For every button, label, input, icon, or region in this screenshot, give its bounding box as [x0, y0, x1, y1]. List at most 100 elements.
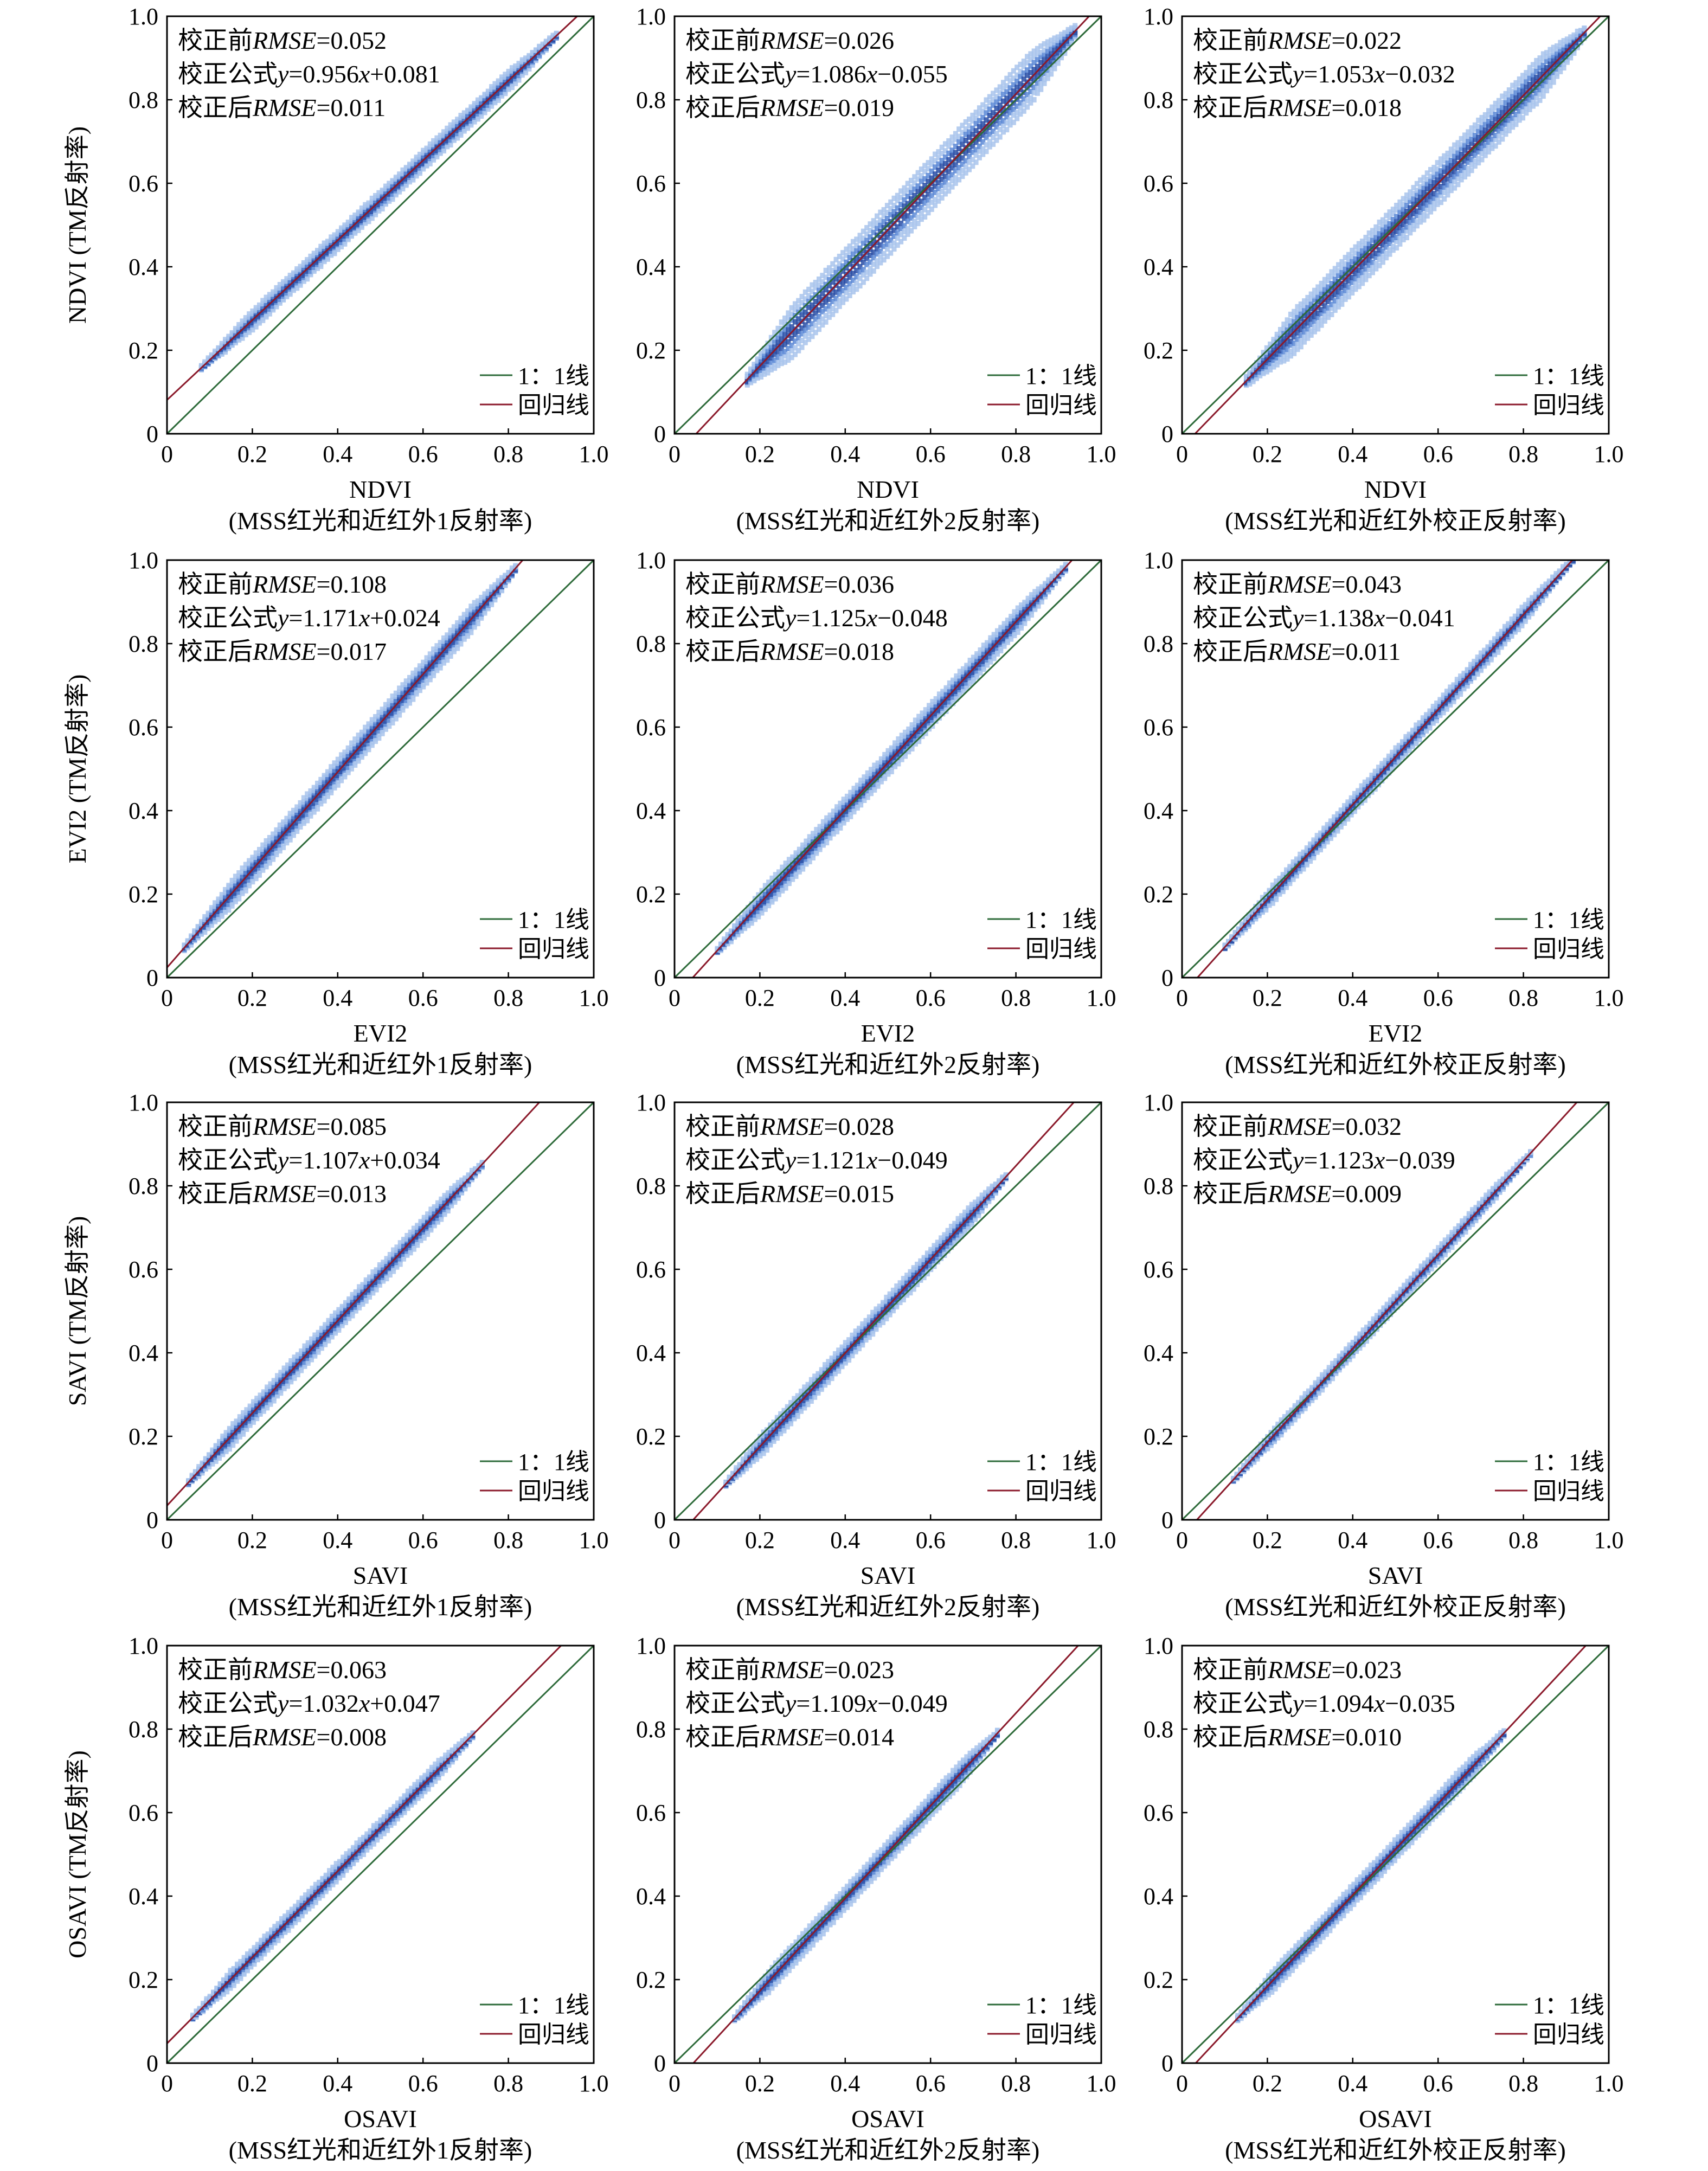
density-cell: [329, 771, 334, 777]
density-cell: [929, 161, 934, 167]
density-cell: [1544, 84, 1550, 89]
density-cell: [762, 903, 768, 909]
density-cell: [1496, 123, 1501, 129]
density-cell: [359, 752, 364, 758]
density-cell: [291, 270, 296, 276]
x-tick-label: 0.8: [1508, 441, 1538, 467]
density-cell: [1564, 42, 1570, 48]
density-cell: [363, 745, 368, 751]
density-cell: [862, 781, 867, 787]
density-cell: [1384, 224, 1389, 230]
rmse-after-text: 校正后RMSE=0.018: [685, 638, 894, 665]
density-cell: [1455, 145, 1461, 151]
density-cell: [318, 795, 324, 801]
density-cell: [1305, 294, 1311, 300]
density-cell: [342, 222, 348, 228]
density-cell: [902, 738, 908, 744]
density-cell: [1038, 81, 1044, 87]
density-cell: [851, 803, 857, 809]
density-cell: [1353, 286, 1358, 292]
density-cell: [954, 688, 959, 694]
density-cell: [762, 362, 767, 368]
legend-regression-label: 回归线: [1025, 936, 1097, 962]
density-cell: [878, 222, 883, 228]
density-cell: [1294, 861, 1299, 867]
density-cell: [929, 168, 934, 174]
density-cell: [1035, 63, 1040, 69]
density-cell: [1021, 76, 1026, 82]
density-cell: [864, 231, 870, 237]
density-cell: [987, 139, 992, 145]
density-cell: [461, 627, 467, 633]
density-cell: [339, 778, 344, 783]
density-cell: [284, 815, 290, 821]
density-cell: [902, 235, 907, 241]
density-cell: [1001, 628, 1007, 634]
density-cell: [830, 292, 836, 298]
density-cell: [1042, 80, 1047, 86]
density-cell: [264, 838, 269, 844]
density-cell: [806, 293, 812, 299]
density-cell: [325, 787, 330, 793]
density-cell: [1049, 65, 1054, 71]
density-cell: [1558, 68, 1563, 74]
formula-x: x: [866, 60, 878, 88]
density-cell: [813, 280, 818, 286]
density-cell: [1459, 177, 1464, 183]
density-cell: [971, 654, 976, 660]
density-cell: [820, 823, 826, 829]
identity-line: [1181, 15, 1610, 435]
density-cell: [509, 565, 515, 571]
density-cell: [1042, 52, 1047, 57]
density-cell: [1312, 287, 1317, 293]
density-cell: [1394, 214, 1399, 220]
density-cell: [869, 776, 874, 782]
density-cell: [369, 199, 375, 205]
density-cell: [847, 243, 852, 249]
density-cell: [837, 303, 842, 309]
density-cell: [206, 355, 211, 361]
density-cell: [366, 219, 371, 224]
density-cell: [964, 663, 969, 669]
density-cell: [1021, 108, 1026, 114]
density-cell: [793, 865, 799, 871]
density-cell: [775, 334, 781, 340]
density-cell: [1472, 126, 1478, 132]
density-cell: [267, 854, 272, 860]
density-cell: [1285, 351, 1290, 357]
density-cell: [1459, 172, 1464, 178]
density-cell: [1513, 115, 1519, 121]
density-cell: [1496, 102, 1501, 108]
density-cell: [1452, 169, 1457, 175]
regression-line: [167, 560, 524, 968]
density-cell: [1486, 133, 1492, 139]
density-cell: [915, 176, 921, 182]
density-cell: [857, 237, 863, 243]
density-cell: [1517, 117, 1522, 123]
density-cell: [896, 761, 901, 767]
density-cell: [838, 821, 843, 827]
density-cell: [1292, 319, 1297, 325]
density-cell: [482, 594, 487, 600]
density-cell: [953, 162, 958, 168]
density-cell: [954, 678, 959, 684]
density-cell: [277, 290, 282, 296]
density-cell: [339, 768, 344, 774]
density-cell: [881, 213, 887, 219]
density-cell: [1038, 54, 1044, 60]
density-cell: [802, 309, 808, 315]
density-cell: [908, 177, 914, 183]
density-cell: [1281, 325, 1287, 331]
density-cell: [410, 676, 416, 682]
y-tick-label: 0: [654, 421, 666, 447]
density-cell: [403, 685, 409, 691]
density-cell: [1326, 310, 1331, 316]
density-cell: [1462, 142, 1467, 148]
density-cell: [936, 697, 942, 703]
density-cell: [431, 672, 436, 678]
x-tick-label: 0.6: [916, 985, 946, 1011]
density-cell: [792, 338, 798, 344]
density-cell: [1445, 192, 1450, 198]
density-cell: [909, 722, 915, 728]
density-cell: [1360, 239, 1365, 245]
